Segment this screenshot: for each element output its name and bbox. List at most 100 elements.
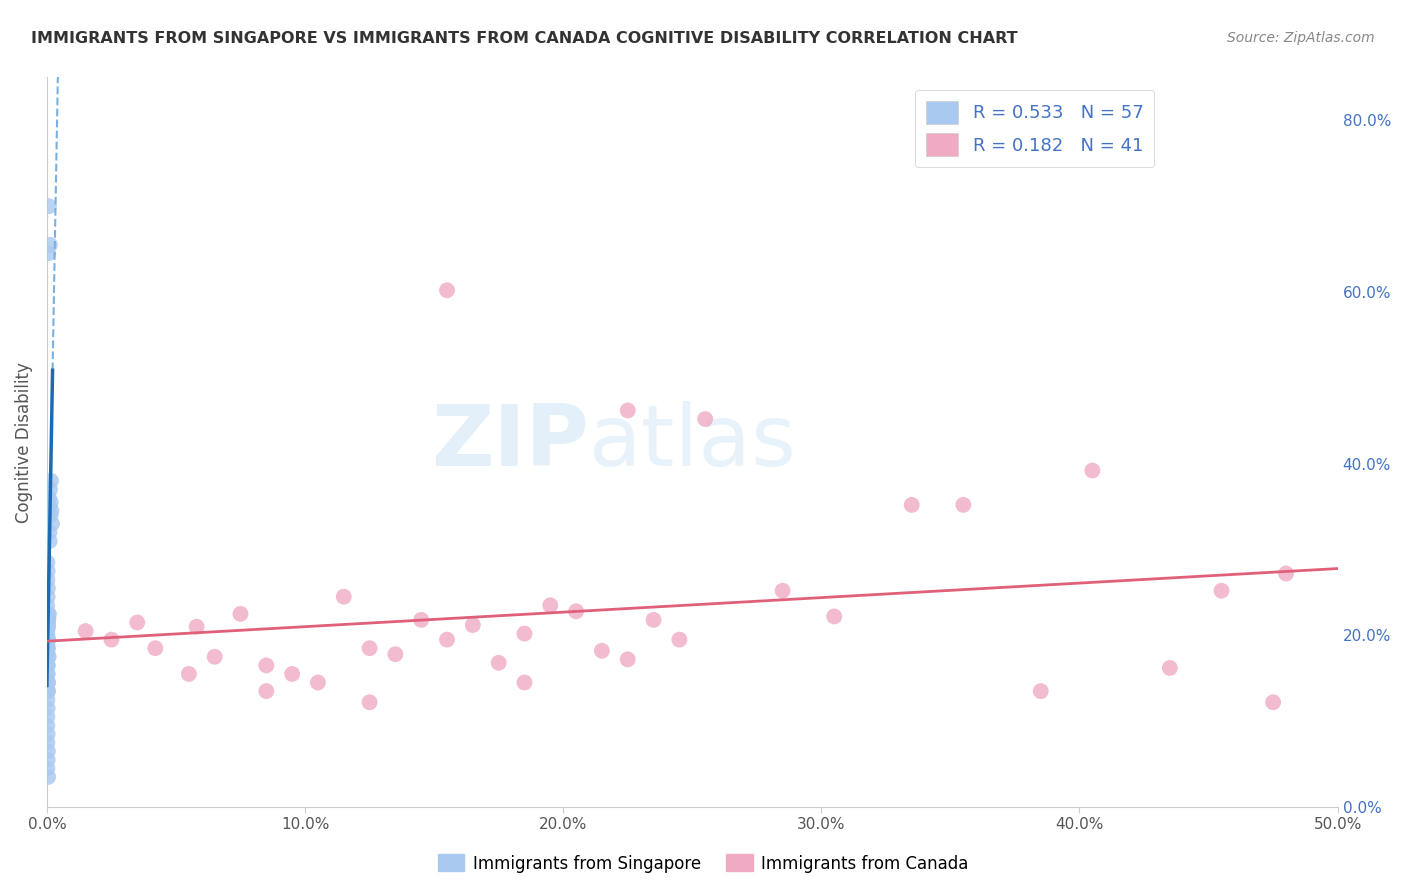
- Point: [127, 615, 149, 630]
- Point: [436, 632, 458, 647]
- Point: [254, 658, 277, 673]
- Point: [513, 675, 536, 690]
- Point: [281, 667, 304, 681]
- Point: [37, 590, 59, 604]
- Point: [37, 641, 59, 656]
- Point: [39, 474, 62, 488]
- Text: Source: ZipAtlas.com: Source: ZipAtlas.com: [1227, 31, 1375, 45]
- Point: [37, 744, 59, 758]
- Point: [37, 615, 59, 630]
- Point: [37, 684, 59, 698]
- Point: [39, 495, 62, 509]
- Point: [75, 624, 97, 638]
- Point: [643, 613, 665, 627]
- Point: [204, 649, 226, 664]
- Point: [37, 761, 59, 775]
- Point: [39, 237, 62, 252]
- Point: [39, 483, 62, 497]
- Point: [513, 626, 536, 640]
- Point: [37, 564, 59, 578]
- Point: [538, 599, 561, 613]
- Point: [254, 684, 277, 698]
- Point: [565, 604, 588, 618]
- Point: [37, 624, 59, 638]
- Point: [37, 770, 59, 784]
- Point: [229, 607, 252, 621]
- Point: [37, 632, 59, 647]
- Point: [591, 644, 613, 658]
- Point: [37, 555, 59, 569]
- Point: [37, 628, 59, 642]
- Text: IMMIGRANTS FROM SINGAPORE VS IMMIGRANTS FROM CANADA COGNITIVE DISABILITY CORRELA: IMMIGRANTS FROM SINGAPORE VS IMMIGRANTS …: [31, 31, 1018, 46]
- Point: [38, 607, 60, 621]
- Text: atlas: atlas: [589, 401, 797, 483]
- Legend: R = 0.533   N = 57, R = 0.182   N = 41: R = 0.533 N = 57, R = 0.182 N = 41: [915, 90, 1154, 167]
- Point: [1159, 661, 1181, 675]
- Point: [37, 641, 59, 656]
- Point: [616, 403, 638, 417]
- Point: [1081, 464, 1104, 478]
- Point: [359, 695, 381, 709]
- Point: [37, 581, 59, 595]
- Point: [37, 641, 59, 656]
- Point: [461, 618, 484, 632]
- Point: [37, 753, 59, 767]
- Point: [38, 649, 60, 664]
- Point: [37, 649, 59, 664]
- Point: [436, 283, 458, 297]
- Point: [143, 641, 166, 656]
- Point: [1211, 583, 1233, 598]
- Point: [38, 525, 60, 540]
- Point: [41, 516, 63, 531]
- Point: [37, 628, 59, 642]
- Point: [37, 675, 59, 690]
- Point: [100, 632, 122, 647]
- Point: [37, 632, 59, 647]
- Point: [668, 632, 690, 647]
- Point: [37, 246, 59, 260]
- Point: [695, 412, 717, 426]
- Point: [41, 504, 63, 518]
- Point: [37, 718, 59, 732]
- Point: [37, 684, 59, 698]
- Point: [37, 727, 59, 741]
- Point: [37, 611, 59, 625]
- Point: [38, 199, 60, 213]
- Point: [411, 613, 433, 627]
- Point: [177, 667, 200, 681]
- Point: [37, 701, 59, 715]
- Point: [37, 658, 59, 673]
- Point: [307, 675, 329, 690]
- Point: [38, 533, 60, 548]
- Point: [37, 736, 59, 750]
- Point: [37, 611, 59, 625]
- Point: [37, 692, 59, 706]
- Point: [37, 607, 59, 621]
- Point: [37, 658, 59, 673]
- Point: [38, 491, 60, 505]
- Point: [37, 599, 59, 613]
- Point: [37, 710, 59, 724]
- Y-axis label: Cognitive Disability: Cognitive Disability: [15, 362, 32, 523]
- Point: [39, 508, 62, 523]
- Text: ZIP: ZIP: [432, 401, 589, 483]
- Point: [384, 647, 406, 661]
- Point: [359, 641, 381, 656]
- Legend: Immigrants from Singapore, Immigrants from Canada: Immigrants from Singapore, Immigrants fr…: [432, 847, 974, 880]
- Point: [38, 500, 60, 514]
- Point: [37, 645, 59, 659]
- Point: [37, 573, 59, 587]
- Point: [37, 615, 59, 630]
- Point: [616, 652, 638, 666]
- Point: [772, 583, 794, 598]
- Point: [37, 611, 59, 625]
- Point: [1029, 684, 1052, 698]
- Point: [37, 667, 59, 681]
- Point: [37, 667, 59, 681]
- Point: [1261, 695, 1284, 709]
- Point: [37, 620, 59, 634]
- Point: [186, 620, 208, 634]
- Point: [37, 620, 59, 634]
- Point: [823, 609, 845, 624]
- Point: [37, 632, 59, 647]
